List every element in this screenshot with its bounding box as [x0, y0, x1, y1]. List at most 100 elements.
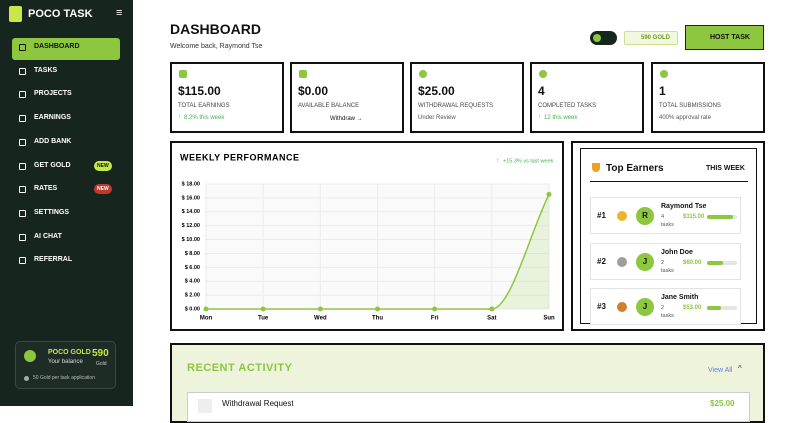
avatar: J: [636, 298, 654, 316]
menu-icon: [19, 138, 26, 146]
menu-item[interactable]: TASKS: [34, 66, 58, 74]
top-earners-card: Top Earners THIS WEEK #1 R Raymond Tse 4 ta…: [571, 141, 765, 331]
point: [432, 306, 438, 312]
menu-icon: [19, 67, 26, 75]
progress-track: [707, 306, 737, 310]
stat-card: $25.00 WITHDRAWAL REQUESTS Under Review: [410, 62, 524, 133]
medal: [617, 302, 627, 312]
point: [317, 306, 323, 312]
menu-item[interactable]: EARNINGS: [34, 114, 71, 122]
balance-amount: 590: [92, 348, 109, 359]
menu-toggle[interactable]: ≡: [116, 7, 123, 19]
y-tick-label: $ 10.00: [182, 237, 200, 243]
chart-title: WEEKLY PERFORMANCE: [180, 152, 300, 162]
collapse-icon[interactable]: ^: [738, 364, 742, 373]
welcome: Welcome back, Raymond Tse: [170, 43, 263, 50]
menu-item[interactable]: DASHBOARD: [34, 43, 80, 50]
menu-icon: [19, 209, 26, 217]
progress-fill: [707, 215, 733, 219]
earner-rank: #1: [597, 211, 606, 220]
page-title: DASHBOARD: [170, 21, 261, 37]
progress-fill: [707, 306, 721, 310]
point: [546, 191, 552, 197]
balance-note: 50 Gold per task application: [33, 375, 95, 381]
earner-amount: $53.00: [683, 305, 702, 311]
menu-item[interactable]: AI CHAT: [34, 232, 62, 240]
stat-label: COMPLETED TASKS: [538, 103, 597, 109]
stat-note: Under Review: [418, 115, 456, 121]
activity-item: Withdrawal Request $25.00: [187, 392, 750, 422]
menu-item[interactable]: REFERRAL: [34, 256, 73, 264]
stat-note: 8.2% this week: [184, 115, 225, 121]
menu-icon: [19, 186, 26, 194]
top-earners-inner: Top Earners THIS WEEK #1 R Raymond Tse 4 ta…: [580, 148, 757, 325]
earners-period: THIS WEEK: [706, 165, 745, 172]
earner-rank: #2: [597, 256, 606, 266]
y-tick-label: $ 4.00: [185, 279, 200, 285]
stat-card: 4 COMPLETED TASKS ↑ 12 this week: [530, 62, 644, 133]
earner-row: #1 R Raymond Tse 4 tasks $115.00: [590, 197, 741, 234]
balance-card: POCO GOLD Your balance 590 Gold 50 Gold …: [15, 341, 116, 389]
y-tick-label: $ 2.00: [185, 293, 200, 299]
stat-icon: [419, 70, 427, 78]
trend-arrow: ↑: [538, 114, 541, 120]
stat-icon: [299, 70, 307, 78]
activity-item-amount: $25.00: [710, 399, 735, 408]
chart: WEEKLY PERFORMANCE ↑ +15.3% vs last week Mo…: [180, 152, 555, 322]
recent-activity: RECENT ACTIVITY View All ^ Withdrawal Re…: [170, 343, 765, 423]
menu-icon: [19, 162, 26, 170]
x-tick-label: Sun: [543, 316, 555, 322]
stat-note[interactable]: Withdraw →: [330, 116, 363, 122]
point: [260, 306, 266, 312]
brand: POCO TASK: [28, 8, 93, 20]
stat-note: 400% approval rate: [659, 115, 712, 121]
earner-rank: #3: [597, 302, 606, 311]
host-task-button[interactable]: HOST TASK: [685, 25, 764, 50]
medal: [617, 256, 627, 267]
y-tick-label: $ 18.00: [182, 181, 200, 187]
logo-icon: [9, 6, 22, 22]
stat-value: 1: [659, 84, 666, 98]
menu-item[interactable]: PROJECTS: [34, 90, 72, 98]
view-all[interactable]: View All: [708, 367, 733, 374]
menu-badge: NEW: [94, 184, 112, 195]
earners-title: Top Earners: [606, 163, 664, 174]
stat-card: $0.00 AVAILABLE BALANCE Withdraw →: [290, 62, 404, 133]
trophy-icon: [592, 163, 600, 172]
avatar: J: [636, 252, 654, 271]
menu-item[interactable]: RATES: [34, 185, 58, 193]
menu-icon: [19, 115, 26, 123]
x-tick-label: Mon: [200, 316, 213, 322]
earner-name: Raymond Tse: [661, 203, 707, 210]
y-tick-label: $ 6.00: [185, 265, 200, 271]
x-tick-label: Thu: [372, 316, 383, 322]
balance-title: POCO GOLD: [48, 349, 91, 356]
earner-amount: $115.00: [683, 214, 705, 220]
earner-tasks: 4 tasks: [661, 214, 674, 228]
point: [375, 306, 380, 312]
gold-icon: [24, 350, 36, 362]
x-tick-label: Sat: [487, 316, 496, 322]
page: POCO TASK ≡ DASHBOARD TASKS PROJECTS EARNIN…: [0, 0, 765, 423]
medal: [617, 211, 627, 221]
earner-row: #3 J Jane Smith 2 tasks $53.00: [590, 288, 741, 325]
x-tick-label: Tue: [258, 316, 269, 322]
menu-item[interactable]: GET GOLD: [34, 161, 71, 169]
menu-item[interactable]: SETTINGS: [34, 208, 70, 216]
menu-item[interactable]: ADD BANK: [34, 137, 72, 145]
balance-unit: Gold: [96, 361, 107, 367]
chart-card: WEEKLY PERFORMANCE ↑ +15.3% vs last week Mo…: [170, 141, 564, 331]
menu-icon: [19, 44, 26, 51]
progress-fill: [707, 260, 723, 265]
menu-icon: [19, 257, 26, 265]
point: [203, 306, 209, 312]
x-tick-label: Fri: [431, 316, 439, 322]
theme-toggle[interactable]: [590, 31, 617, 45]
y-tick-label: $ 14.00: [182, 209, 200, 215]
point: [489, 306, 495, 312]
earner-amount: $60.00: [683, 259, 702, 266]
menu-icon: [19, 233, 26, 241]
x-tick-label: Wed: [314, 316, 327, 322]
earner-row: #2 J John Doe 2 tasks $60.00: [590, 242, 741, 280]
stat-icon: [660, 70, 668, 78]
